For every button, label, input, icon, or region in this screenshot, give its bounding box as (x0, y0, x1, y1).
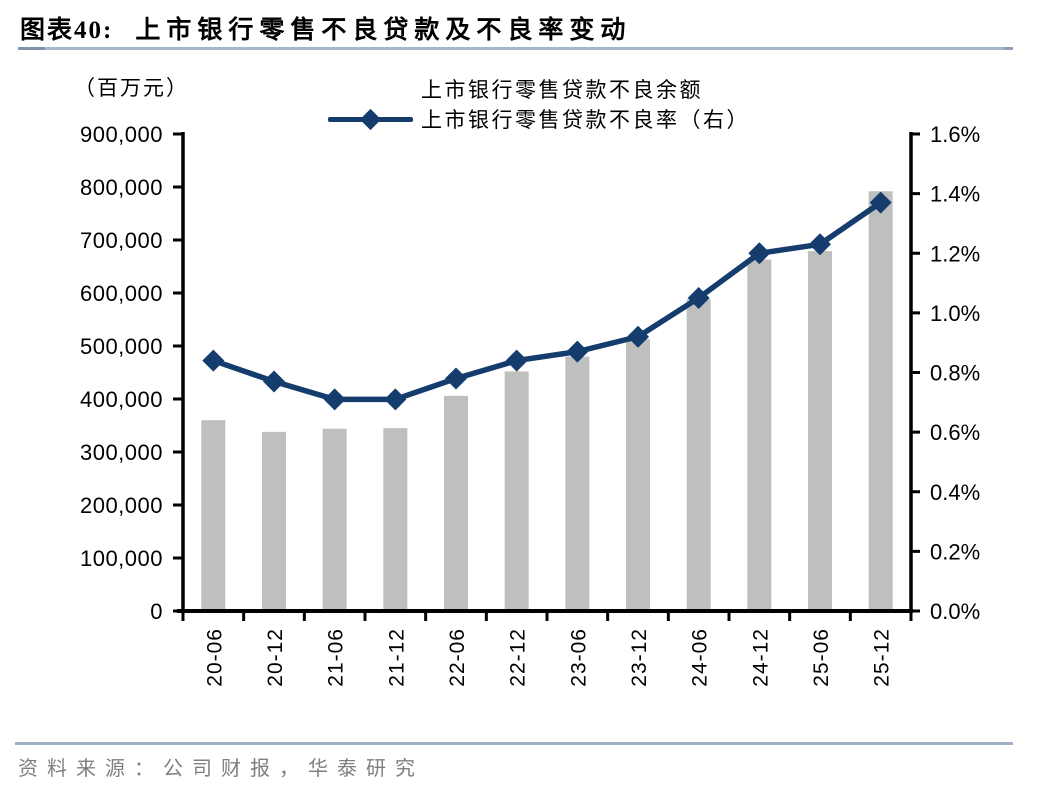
line-point-diamond (263, 370, 285, 393)
y-left-tick-label: 0 (150, 599, 163, 624)
title-divider (18, 47, 1013, 50)
y-right-tick-label: 0.4% (930, 480, 980, 505)
x-tick-label: 23-06 (567, 628, 590, 687)
npl-ratio-line (210, 199, 884, 403)
x-tick-label: 25-12 (871, 628, 894, 687)
y-right-tick-label: 1.6% (930, 122, 980, 147)
y-right-tick-label: 1.0% (930, 301, 980, 326)
x-tick-label: 24-12 (749, 628, 772, 687)
line-point-diamond (809, 233, 831, 256)
legend-line-diamond-icon (328, 108, 413, 130)
bar (383, 428, 408, 611)
figure-number-label: 图表40: (20, 17, 114, 44)
y-right-tick-label: 0.6% (930, 420, 980, 445)
y-right-tick-label: 1.4% (930, 182, 980, 207)
legend-row-line: 上市银行零售贷款不良率（右） (328, 104, 750, 134)
legend-bar-label: 上市银行零售贷款不良余额 (421, 78, 703, 102)
x-tick-label: 22-06 (446, 628, 469, 687)
x-tick-label: 25-06 (810, 628, 833, 687)
line-point-diamond (566, 340, 589, 363)
y-left-tick-label: 300,000 (80, 440, 163, 465)
bar (201, 420, 226, 611)
title-bar: 图表40: 上市银行零售不良贷款及不良率变动 (20, 10, 631, 46)
line-point-diamond (869, 191, 892, 214)
x-tick-label: 24-06 (689, 628, 712, 687)
legend-line-label: 上市银行零售贷款不良率（右） (421, 108, 750, 132)
x-tick-label: 20-06 (203, 628, 226, 687)
bar (686, 299, 711, 611)
x-tick-label: 21-12 (385, 628, 408, 687)
line-point-diamond (687, 286, 710, 309)
y-left-tick-label: 500,000 (80, 334, 163, 359)
y-left-tick-label: 900,000 (80, 122, 163, 147)
x-tick-label: 20-12 (264, 628, 287, 687)
y-left-tick-label: 400,000 (80, 387, 163, 412)
line-point-diamond (323, 388, 346, 411)
legend-row-bar: 上市银行零售贷款不良余额 (328, 74, 750, 104)
line-point-diamond (748, 242, 771, 265)
line-point-diamond (445, 367, 467, 390)
y-right-tick-label: 0.8% (930, 361, 980, 386)
y-left-tick-label: 600,000 (80, 281, 163, 306)
bar (747, 259, 772, 611)
source-note: 资料来源：公司财报，华泰研究 (18, 758, 424, 780)
y-right-tick-label: 1.2% (930, 241, 980, 266)
bar (626, 339, 650, 611)
y-left-tick-label: 700,000 (80, 228, 163, 253)
bar (444, 395, 468, 611)
bar (504, 371, 529, 611)
bar (262, 431, 286, 611)
line-point-diamond (627, 325, 649, 348)
npl-chart: 0 100,000 200,000 300,000 400,000 500,000 600,… (80, 122, 980, 687)
line-point-diamond (384, 388, 407, 411)
y-left-tick-label: 200,000 (80, 493, 163, 518)
y-right-tick-label: 0.2% (930, 539, 980, 564)
line-point-diamond (505, 349, 528, 372)
y-left-tick-label: 100,000 (80, 546, 163, 571)
chart-title: 上市银行零售不良贷款及不良率变动 (135, 17, 632, 44)
x-tick-label: 22-12 (507, 628, 530, 687)
x-tick-label: 21-06 (325, 628, 348, 687)
bar (808, 251, 832, 611)
bar (322, 428, 347, 611)
left-axis-unit-label: （百万元） (74, 76, 189, 100)
line-point-diamond (202, 349, 225, 372)
chart-legend: 上市银行零售贷款不良余额 上市银行零售贷款不良率（右） (328, 74, 750, 134)
x-tick-label: 23-12 (628, 628, 651, 687)
y-left-tick-label: 800,000 (80, 175, 163, 200)
bar (565, 356, 590, 611)
y-right-tick-label: 0.0% (930, 599, 980, 624)
source-divider (15, 742, 1013, 745)
bar (868, 191, 893, 612)
